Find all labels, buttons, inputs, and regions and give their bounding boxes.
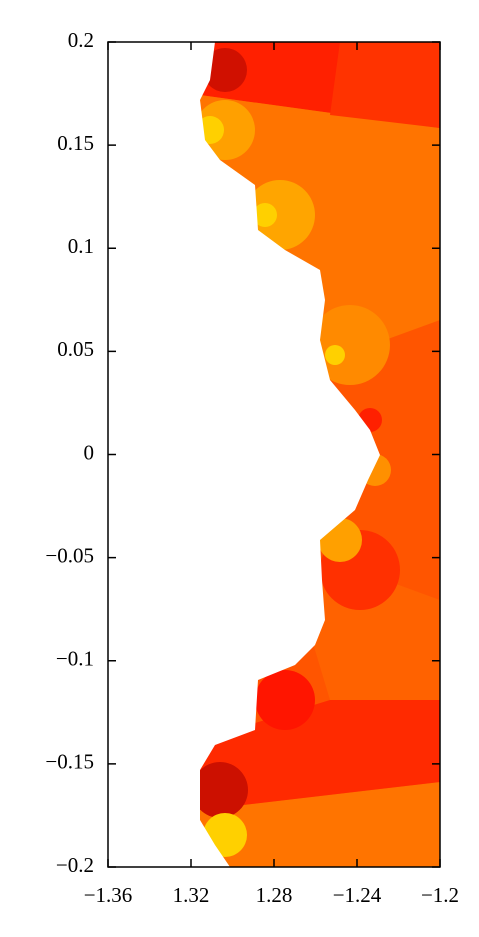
bulb bbox=[195, 100, 255, 160]
x-tick-label: −1.24 bbox=[333, 883, 382, 907]
y-tick-label: 0 bbox=[84, 440, 95, 464]
y-tick-label: 0.05 bbox=[57, 337, 94, 361]
y-tick-label: −0.2 bbox=[56, 853, 94, 877]
fractal-image bbox=[108, 42, 440, 867]
x-tick-label: 1.32 bbox=[173, 883, 210, 907]
bulb bbox=[245, 180, 315, 250]
x-tick-label: −1.36 bbox=[84, 883, 133, 907]
y-tick-label: 0.2 bbox=[68, 28, 94, 52]
bulb bbox=[192, 762, 248, 818]
bulb bbox=[310, 305, 390, 385]
region bbox=[200, 782, 440, 867]
x-tick-label: 1.28 bbox=[256, 883, 293, 907]
x-tick-label: −1.2 bbox=[421, 883, 459, 907]
region bbox=[330, 42, 440, 128]
y-tick-label: −0.05 bbox=[45, 543, 94, 567]
bulb bbox=[203, 48, 247, 92]
region bbox=[200, 700, 440, 810]
set-interior bbox=[108, 42, 380, 867]
bulb bbox=[325, 345, 345, 365]
y-tick-label: 0.15 bbox=[57, 131, 94, 155]
bulb bbox=[255, 670, 315, 730]
y-tick-label: 0.1 bbox=[68, 234, 94, 258]
y-tick-label: −0.15 bbox=[45, 750, 94, 774]
bulb bbox=[253, 203, 277, 227]
y-tick-label: −0.1 bbox=[56, 647, 94, 671]
region bbox=[200, 95, 440, 360]
